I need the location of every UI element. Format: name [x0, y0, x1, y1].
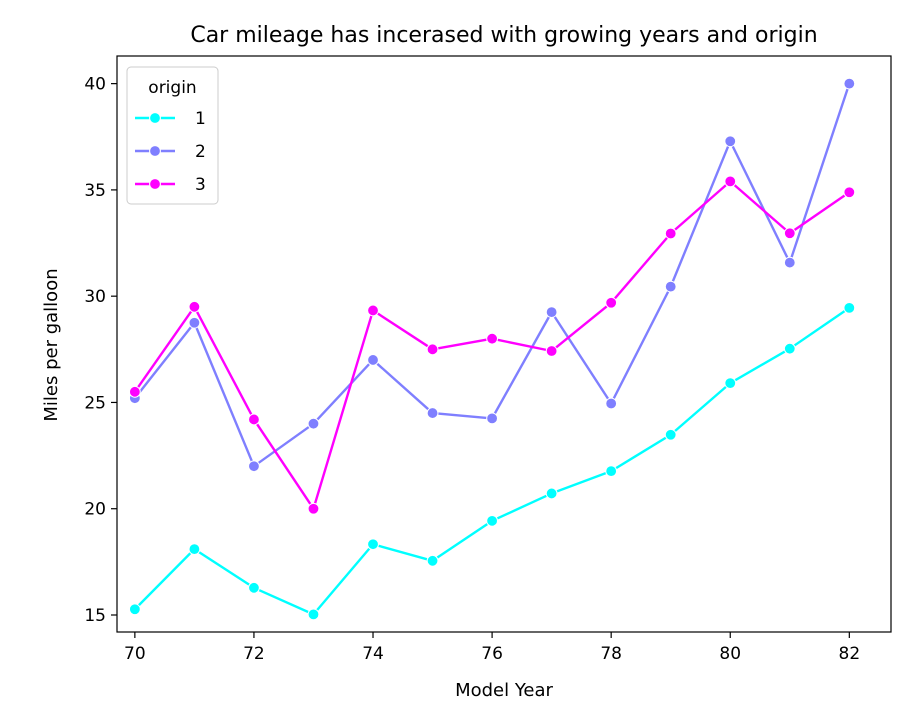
series-3-point [605, 296, 618, 309]
series-3-point [426, 343, 439, 356]
x-tick-label: 82 [839, 644, 861, 664]
legend-box [126, 66, 219, 205]
series-3-point [188, 300, 201, 313]
series-1-point [307, 608, 320, 621]
series-2-point [664, 280, 677, 293]
legend-label-2: 2 [195, 142, 206, 162]
y-tick-label: 15 [84, 606, 106, 626]
series-2-line [133, 83, 851, 468]
y-tick-label: 20 [84, 500, 106, 520]
y-tick-label: 35 [84, 181, 106, 201]
series-2-point [486, 412, 498, 425]
x-tick-label: 74 [362, 644, 384, 664]
series-3-point [843, 186, 856, 199]
legend-title: origin [148, 78, 196, 98]
series-2-point [783, 256, 796, 269]
series-2-point [426, 407, 439, 419]
series-2-point [843, 77, 856, 90]
series-2-point [307, 417, 320, 430]
series-1-point [783, 342, 796, 355]
legend-label-1: 1 [195, 109, 206, 129]
x-tick-label: 70 [124, 644, 146, 664]
series-2-point [545, 306, 558, 319]
series-3-point [486, 332, 498, 345]
legend: origin 1 2 3 [126, 66, 219, 205]
series-1-point [188, 543, 201, 556]
y-tick-label: 30 [84, 287, 106, 307]
plot-frame [116, 55, 892, 633]
series-2-point [724, 135, 737, 148]
x-tick-label: 72 [243, 644, 265, 664]
series-3-point [128, 385, 141, 398]
series-1-point [664, 428, 677, 441]
series-1-point [128, 603, 141, 616]
series-2-point [248, 460, 260, 473]
x-tick-label: 78 [600, 644, 622, 664]
plot-area: 70 72 74 76 78 80 82 15 20 25 30 35 40 [84, 55, 892, 664]
series-1-point [724, 377, 737, 390]
y-tick-label: 40 [84, 75, 106, 95]
y-axis-label: Miles per galloon [41, 268, 62, 421]
legend-marker-3 [149, 178, 161, 190]
series-3-point [307, 502, 320, 515]
x-tick-label: 76 [481, 644, 503, 664]
series-3-point [783, 227, 796, 240]
series-3-point [367, 304, 379, 317]
series-1-point [843, 301, 856, 314]
series-2-point [605, 397, 618, 410]
y-tick-label: 25 [84, 393, 106, 413]
series-1-point [545, 487, 558, 500]
series-2-point [367, 354, 379, 366]
series-3-point [664, 227, 677, 240]
legend-marker-1 [149, 112, 161, 124]
series-3-point [248, 413, 260, 426]
series-1-point [605, 465, 618, 478]
series-1-line [134, 306, 850, 616]
series-1-point [248, 581, 260, 594]
series-1-point [367, 538, 379, 551]
series-2-point [188, 316, 201, 329]
legend-marker-2 [149, 145, 161, 157]
series-3-point [724, 175, 737, 188]
series-1-point [426, 554, 439, 567]
legend-label-3: 3 [195, 175, 206, 195]
x-tick-label: 80 [719, 644, 741, 664]
series-3-point [545, 345, 558, 357]
chart-title: Car mileage has incerased with growing y… [190, 23, 817, 48]
x-axis-label: Model Year [455, 680, 553, 701]
series-1-point [486, 514, 498, 527]
series-3-line [133, 180, 851, 510]
